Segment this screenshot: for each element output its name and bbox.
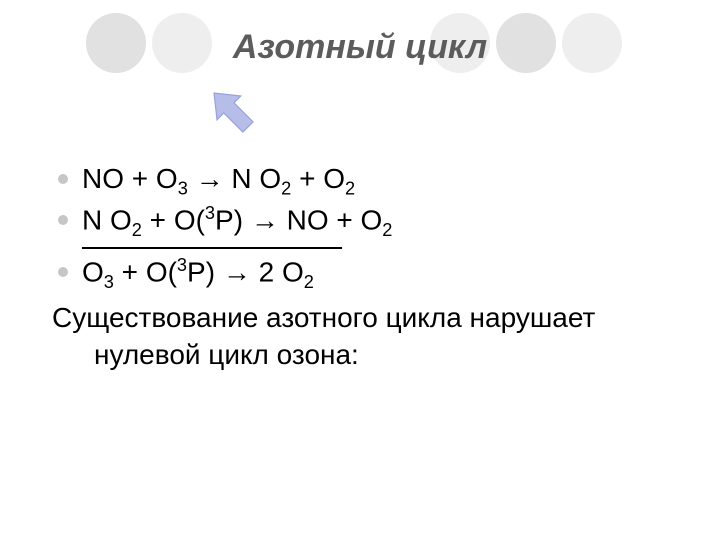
body-paragraph: Существование азотного цикла нарушает ну… (52, 300, 672, 373)
equation-divider (82, 247, 342, 249)
slide-body: NO + O3 → N O2 + O2N O2 + O(3P) → NO + O… (52, 160, 672, 373)
slide-title: Азотный цикл (0, 28, 720, 67)
equation-list: NO + O3 → N O2 + O2N O2 + O(3P) → NO + O… (52, 160, 672, 243)
pointer-arrow (196, 80, 266, 140)
equation-list-after: O3 + O(3P) → 2 O2 (52, 253, 672, 294)
paragraph-line2: нулевой цикл озона: (52, 337, 672, 373)
paragraph-line1: Существование азотного цикла нарушает (52, 302, 595, 333)
slide: Азотный цикл NO + O3 → N O2 + O2N O2 + O… (0, 0, 720, 540)
equation-item: NO + O3 → N O2 + O2 (52, 160, 672, 201)
equation-item: N O2 + O(3P) → NO + O2 (52, 201, 672, 242)
equation-item: O3 + O(3P) → 2 O2 (52, 253, 672, 294)
